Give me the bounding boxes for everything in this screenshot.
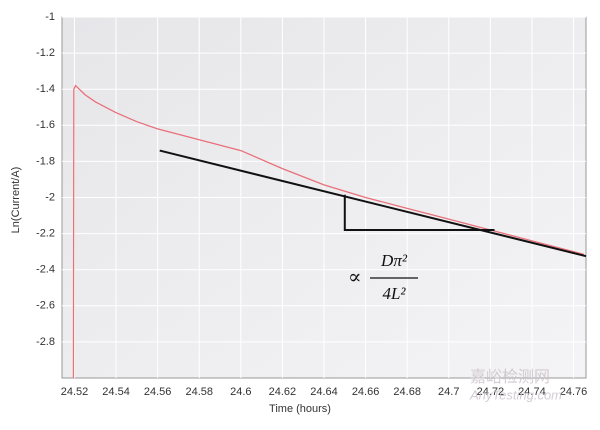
y-tick-label: -2 [45,191,55,203]
data-line [159,149,587,258]
formula-denominator: 4L² [382,284,406,303]
x-tick-label: 24.72 [477,386,505,398]
y-tick-label: -1.2 [36,47,55,59]
x-tick-label: 24.68 [393,386,421,398]
y-tick-label: -1.6 [36,119,55,131]
x-tick-label: 24.62 [269,386,297,398]
y-tick-label: -2.6 [36,300,55,312]
x-tick-label: 24.66 [352,386,380,398]
x-tick-label: 24.56 [144,386,172,398]
x-tick-label: 24.7 [438,386,459,398]
y-tick-label: -1.8 [36,155,55,167]
x-tick-label: 24.6 [230,386,251,398]
y-tick-label: -2.8 [36,336,55,348]
x-tick-label: 24.54 [102,386,130,398]
y-tick-label: -1 [45,11,55,23]
formula-numerator: Dπ² [380,251,408,270]
watermark: 嘉峪检测网 [470,368,550,386]
y-tick-label: -1.4 [36,83,55,95]
data-line [343,194,495,231]
x-tick-label: 24.74 [518,386,546,398]
watermark: AnyTesting.com [469,387,562,402]
x-axis-title: Time (hours) [269,403,331,415]
x-tick-label: 24.64 [310,386,338,398]
y-tick-label: -2.4 [36,264,55,276]
y-axis-title: Ln(Current/A) [10,167,22,234]
x-tick-label: 24.52 [61,386,89,398]
y-tick-label: -2.2 [36,228,55,240]
formula-symbol: ∝ [348,267,362,289]
x-tick-label: 24.76 [560,386,588,398]
x-tick-label: 24.58 [185,386,213,398]
